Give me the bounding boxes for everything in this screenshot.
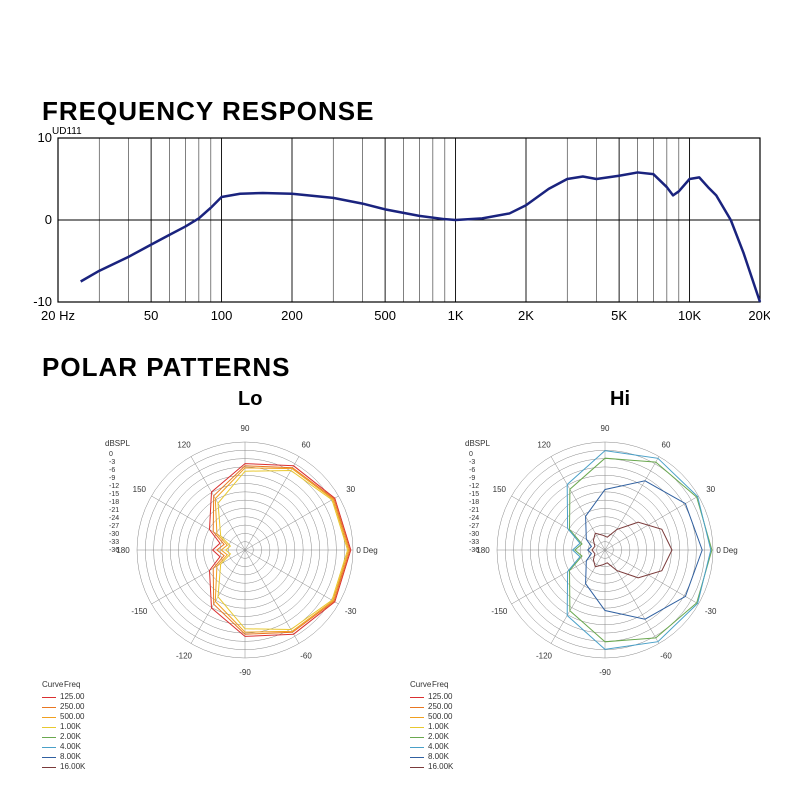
legend-item: 500.00 (42, 712, 162, 722)
polar-hi-legend: CurveFreq125.00250.00500.001.00K2.00K4.0… (410, 680, 530, 772)
svg-text:-27: -27 (469, 523, 479, 530)
svg-text:10: 10 (38, 132, 52, 145)
svg-text:10K: 10K (678, 308, 701, 323)
svg-text:5K: 5K (611, 308, 627, 323)
svg-text:-30: -30 (345, 607, 357, 616)
svg-text:dBSPL: dBSPL (105, 439, 130, 448)
svg-text:-3: -3 (109, 459, 115, 466)
svg-text:30: 30 (706, 485, 715, 494)
svg-text:200: 200 (281, 308, 303, 323)
svg-text:-150: -150 (131, 607, 148, 616)
svg-text:0 Deg: 0 Deg (356, 546, 377, 555)
svg-text:-12: -12 (109, 483, 119, 490)
svg-text:-60: -60 (660, 652, 672, 661)
svg-text:-33: -33 (469, 539, 479, 546)
legend-item: 16.00K (42, 762, 162, 772)
svg-text:90: 90 (241, 424, 250, 433)
legend-item: 4.00K (410, 742, 530, 752)
polar-lo-chart: 0 Deg306090120150180-150-120-90-60-30dBS… (60, 410, 400, 690)
legend-item: 8.00K (410, 752, 530, 762)
legend-item: 2.00K (410, 732, 530, 742)
svg-text:-15: -15 (109, 491, 119, 498)
polar-patterns-title: POLAR PATTERNS (42, 352, 290, 383)
legend-item: 1.00K (42, 722, 162, 732)
polar-lo-legend: CurveFreq125.00250.00500.001.00K2.00K4.0… (42, 680, 162, 772)
svg-text:-27: -27 (109, 523, 119, 530)
svg-text:-15: -15 (469, 491, 479, 498)
svg-text:-21: -21 (109, 507, 119, 514)
svg-text:-12: -12 (469, 483, 479, 490)
svg-text:-24: -24 (469, 515, 479, 522)
svg-text:-90: -90 (239, 668, 251, 677)
freq-response-title: FREQUENCY RESPONSE (42, 96, 374, 127)
svg-text:-33: -33 (109, 539, 119, 546)
legend-item: 500.00 (410, 712, 530, 722)
svg-text:-120: -120 (176, 652, 193, 661)
svg-text:-6: -6 (109, 467, 115, 474)
svg-text:-36: -36 (109, 547, 119, 554)
svg-text:-30: -30 (705, 607, 717, 616)
legend-item: 125.00 (410, 692, 530, 702)
svg-text:0: 0 (45, 212, 52, 227)
svg-text:-18: -18 (469, 499, 479, 506)
legend-item: 4.00K (42, 742, 162, 752)
svg-text:-90: -90 (599, 668, 611, 677)
svg-text:100: 100 (211, 308, 233, 323)
svg-text:-9: -9 (109, 475, 115, 482)
svg-text:30: 30 (346, 485, 355, 494)
svg-text:50: 50 (144, 308, 158, 323)
svg-text:90: 90 (601, 424, 610, 433)
svg-text:-18: -18 (109, 499, 119, 506)
svg-text:-30: -30 (109, 531, 119, 538)
svg-text:0 Deg: 0 Deg (716, 546, 737, 555)
svg-text:-3: -3 (469, 459, 475, 466)
svg-text:20K: 20K (748, 308, 770, 323)
polar-lo-label: Lo (238, 388, 262, 411)
svg-text:-60: -60 (300, 652, 312, 661)
svg-text:0: 0 (109, 451, 113, 458)
svg-text:-24: -24 (109, 515, 119, 522)
svg-text:60: 60 (662, 440, 671, 449)
svg-text:-120: -120 (536, 652, 553, 661)
svg-text:500: 500 (374, 308, 396, 323)
svg-text:-36: -36 (469, 547, 479, 554)
polar-hi-chart: 0 Deg306090120150180-150-120-90-60-30dBS… (420, 410, 760, 690)
svg-text:120: 120 (537, 440, 551, 449)
svg-text:120: 120 (177, 440, 191, 449)
svg-text:20 Hz: 20 Hz (41, 308, 75, 323)
legend-item: 125.00 (42, 692, 162, 702)
svg-text:150: 150 (493, 485, 507, 494)
svg-text:-6: -6 (469, 467, 475, 474)
legend-item: 2.00K (42, 732, 162, 742)
legend-item: 250.00 (410, 702, 530, 712)
polar-hi-label: Hi (610, 388, 630, 411)
svg-text:150: 150 (133, 485, 147, 494)
svg-text:-150: -150 (491, 607, 508, 616)
svg-text:-21: -21 (469, 507, 479, 514)
svg-text:-9: -9 (469, 475, 475, 482)
svg-text:0: 0 (469, 451, 473, 458)
svg-text:1K: 1K (448, 308, 464, 323)
legend-item: 16.00K (410, 762, 530, 772)
legend-item: 1.00K (410, 722, 530, 732)
svg-text:60: 60 (302, 440, 311, 449)
svg-text:-10: -10 (33, 294, 52, 309)
legend-item: 8.00K (42, 752, 162, 762)
freq-response-chart: -10 0 10 20 Hz 50 100 200 500 1K 2K 5K 10K 20K (30, 132, 770, 332)
legend-item: 250.00 (42, 702, 162, 712)
svg-text:-30: -30 (469, 531, 479, 538)
svg-text:2K: 2K (518, 308, 534, 323)
svg-text:dBSPL: dBSPL (465, 439, 490, 448)
